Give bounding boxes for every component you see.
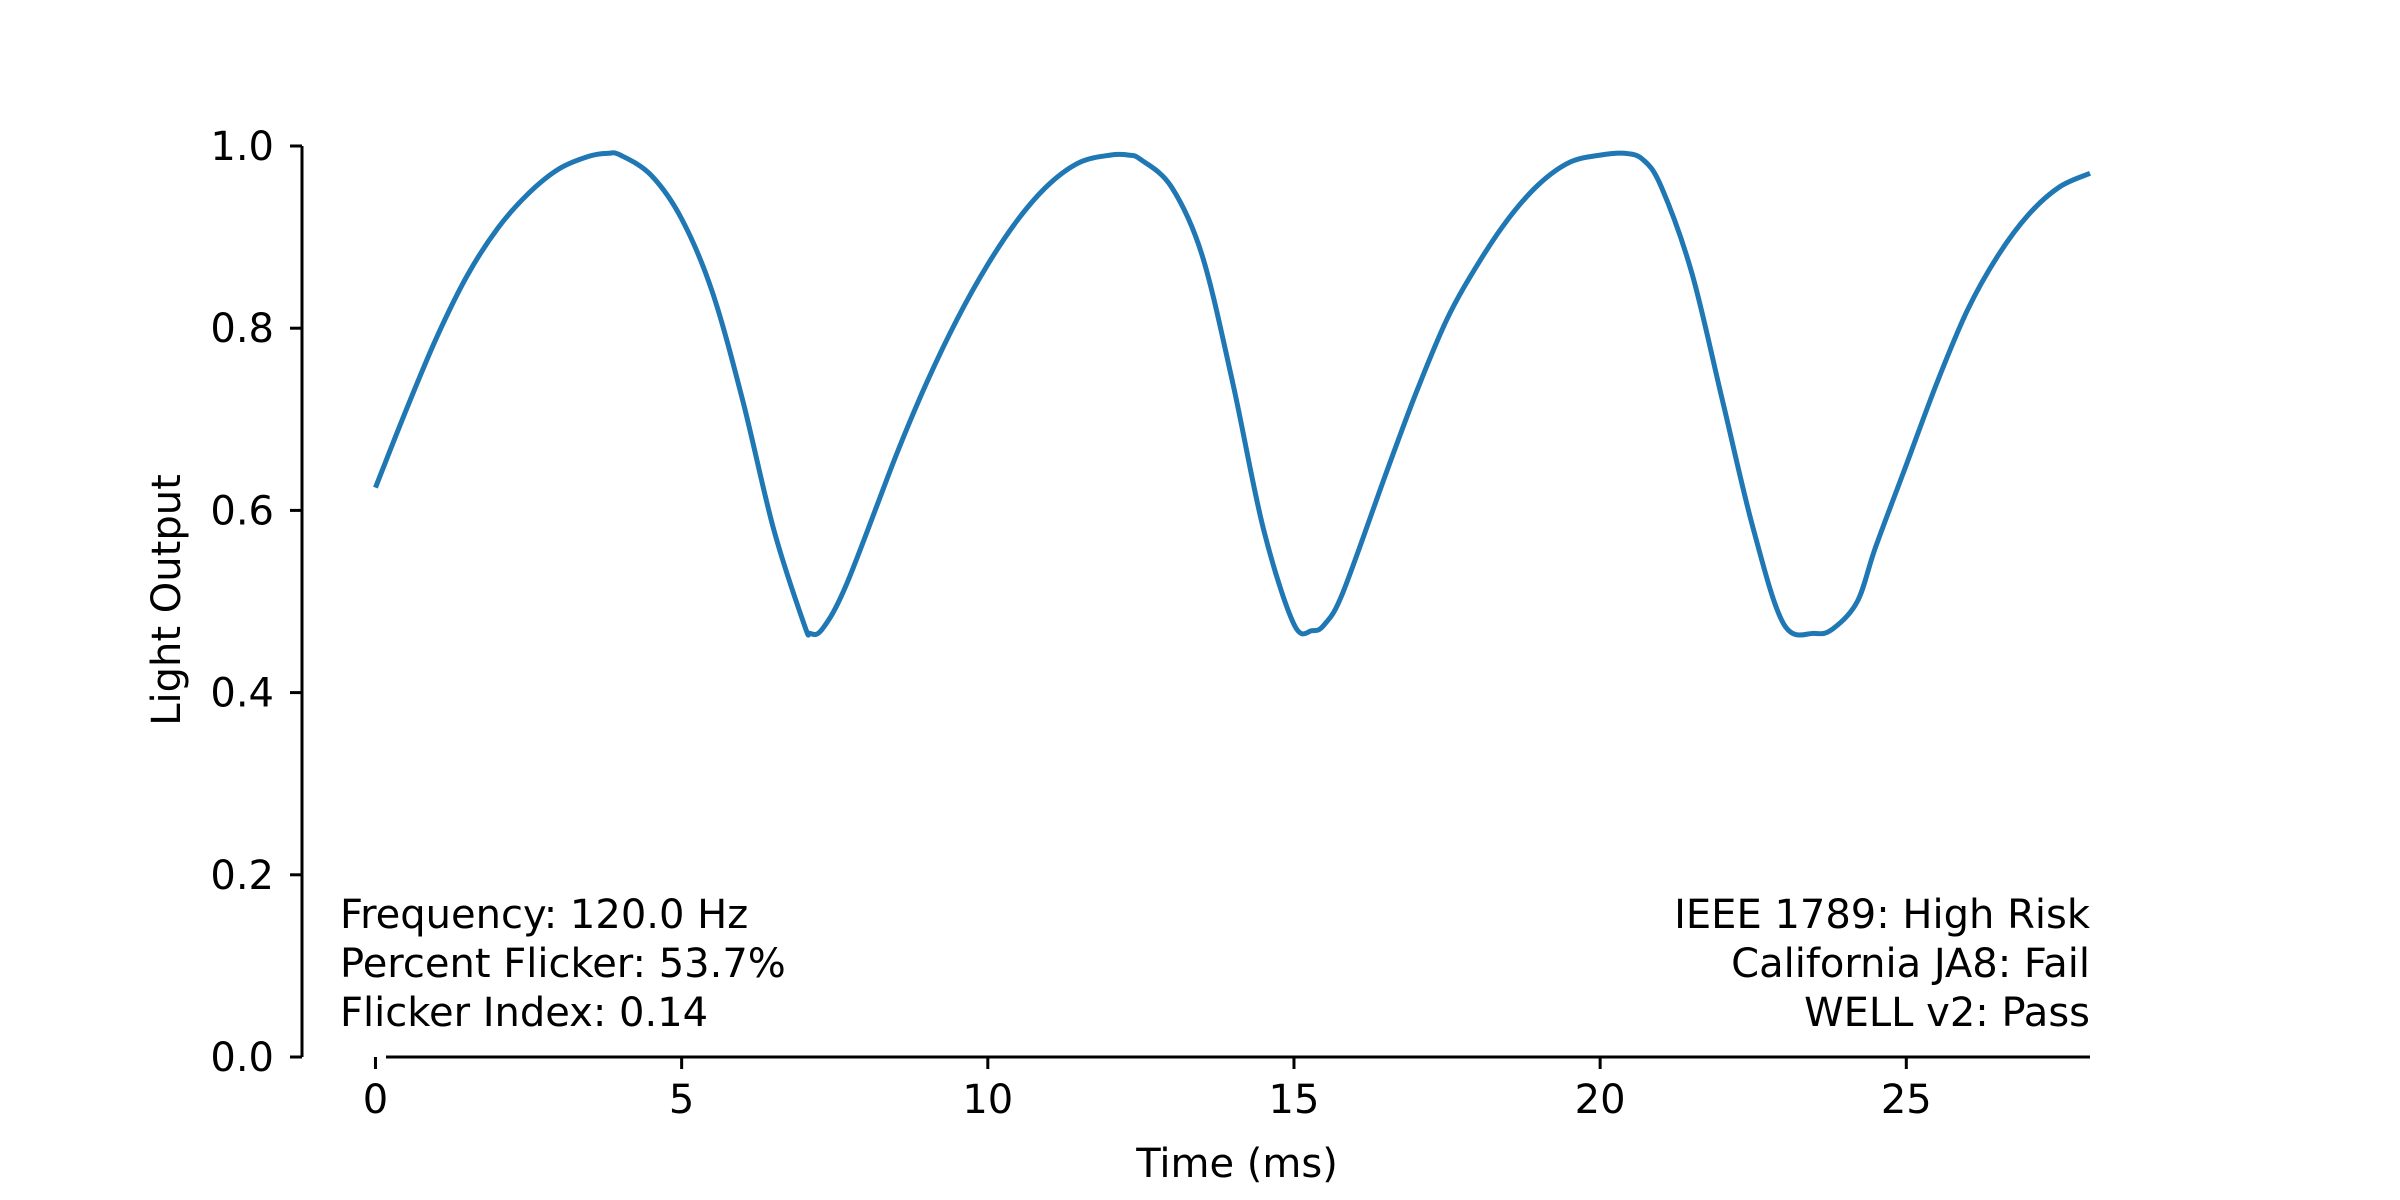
x-tick-label: 15 — [1269, 1077, 1320, 1123]
y-axis-label: Light Output — [144, 474, 190, 725]
y-tick-label: 0.2 — [210, 853, 274, 899]
axes: 0.0 0.2 0.4 0.6 0.8 1.0 0 5 10 15 20 25 — [210, 124, 2090, 1123]
x-tick-label: 0 — [363, 1077, 388, 1123]
annotation-california-ja8: California JA8: Fail — [1731, 941, 2090, 987]
y-tick-label: 0.6 — [210, 488, 274, 534]
x-tick-label: 25 — [1881, 1077, 1932, 1123]
x-tick-label: 20 — [1575, 1077, 1626, 1123]
y-tick-label: 0.4 — [210, 671, 274, 717]
annotation-frequency: Frequency: 120.0 Hz — [340, 892, 748, 938]
annotation-percent-flicker: Percent Flicker: 53.7% — [340, 941, 786, 987]
annotation-well-v2: WELL v2: Pass — [1804, 990, 2090, 1036]
annotation-ieee-1789: IEEE 1789: High Risk — [1674, 892, 2091, 938]
annotation-flicker-index: Flicker Index: 0.14 — [340, 990, 708, 1036]
x-axis-label: Time (ms) — [1135, 1141, 1338, 1187]
y-tick-label: 1.0 — [210, 124, 274, 170]
annotations: Frequency: 120.0 Hz Percent Flicker: 53.… — [340, 892, 2091, 1036]
x-tick-label: 10 — [962, 1077, 1013, 1123]
y-tick-label: 0.0 — [210, 1035, 274, 1081]
y-tick-label: 0.8 — [210, 306, 274, 352]
x-tick-label: 5 — [669, 1077, 694, 1123]
series-layer — [373, 150, 2092, 638]
series-line-light-output — [373, 150, 2092, 638]
